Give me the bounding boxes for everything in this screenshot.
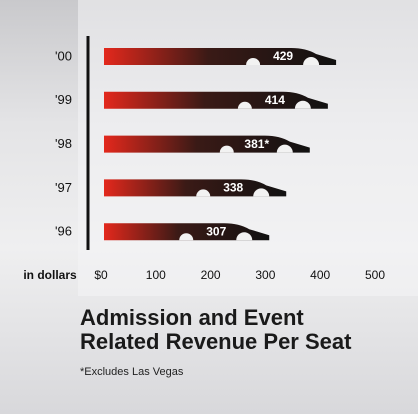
x-tick-label: 200 [201, 268, 221, 282]
value-label: 414 [265, 93, 285, 107]
chart-title: Admission and Event Related Revenue Per … [80, 306, 380, 354]
page: in dollars $0 100 200 300 400 500 '00 429 '99 414… [0, 0, 418, 414]
y-tick-label: '96 [55, 224, 72, 239]
x-tick-label: 500 [365, 268, 385, 282]
value-label: 307 [206, 224, 226, 238]
y-tick-label: '99 [55, 92, 72, 107]
value-label: 338 [223, 181, 243, 195]
y-tick-label: '97 [55, 180, 72, 195]
y-tick-label: '00 [55, 48, 72, 63]
x-tick-label: 300 [255, 268, 275, 282]
y-tick-label: '98 [55, 136, 72, 151]
value-label: 429 [273, 49, 293, 63]
bar [104, 48, 336, 65]
footnote: *Excludes Las Vegas [80, 366, 183, 378]
x-tick-label: 100 [146, 268, 166, 282]
x-axis-label: in dollars [23, 268, 77, 282]
bar [104, 92, 328, 109]
x-tick-label: 400 [310, 268, 330, 282]
x-tick-label: $0 [94, 268, 108, 282]
value-label: 381* [244, 137, 269, 151]
